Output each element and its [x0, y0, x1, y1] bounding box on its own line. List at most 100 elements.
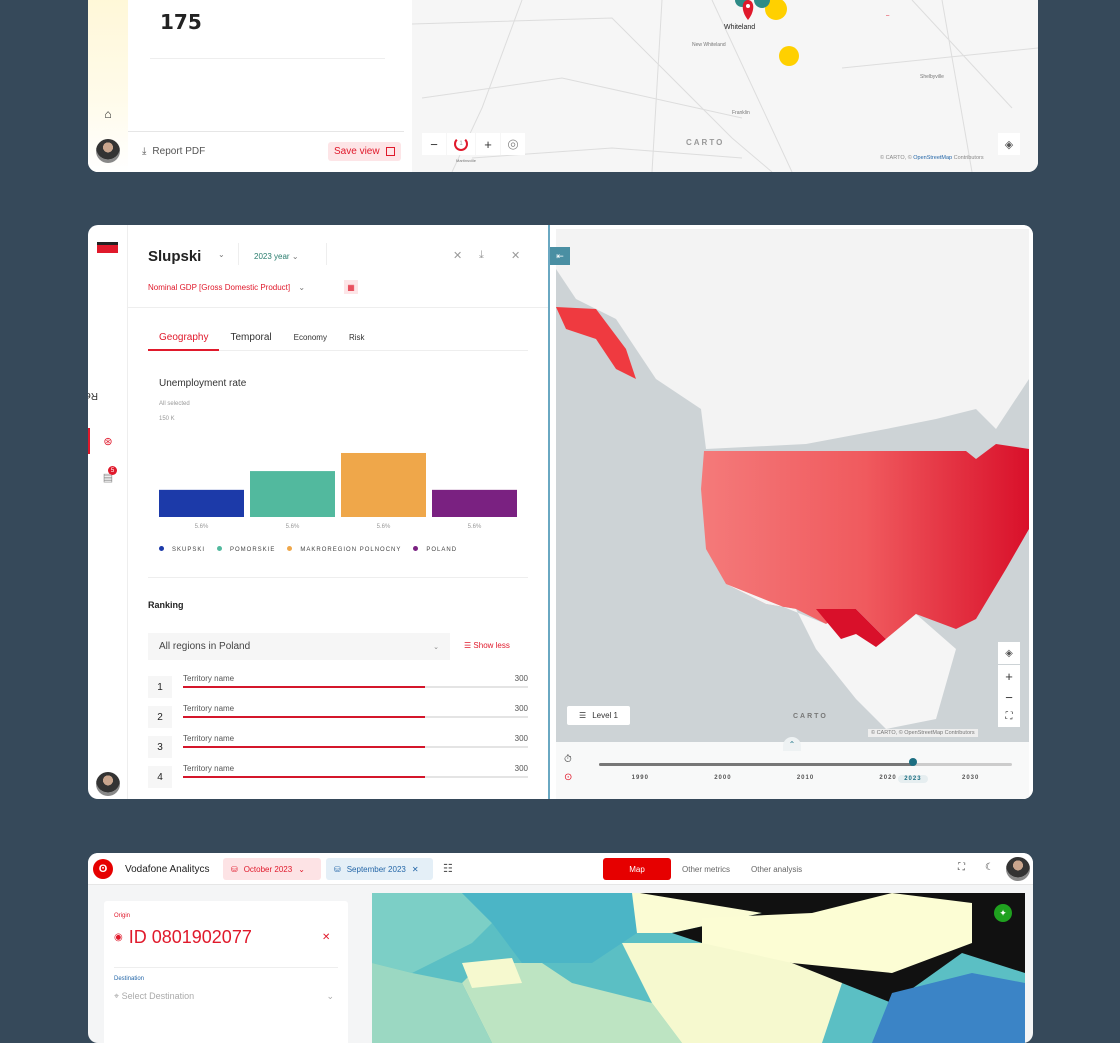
compare-chip-label: September 2023: [346, 864, 406, 874]
timeline-tick[interactable]: 1990: [631, 775, 649, 781]
tab-temporal[interactable]: Temporal: [230, 332, 272, 343]
map-view[interactable]: ⇤ ◈ + − ⛶ ☰ Level 1 CARTO © CARTO, © Open…: [548, 225, 1033, 799]
indicator-select[interactable]: Nominal GDP [Gross Domestic Product] ⌄: [148, 283, 306, 292]
collapse-panel-icon[interactable]: ⇤: [550, 247, 570, 265]
year-label: 2023 year: [254, 252, 290, 261]
avatar[interactable]: [96, 772, 120, 796]
nav-map[interactable]: Map: [603, 858, 671, 880]
bar-skupski[interactable]: [159, 489, 244, 517]
dark-mode-icon[interactable]: ☾: [985, 862, 994, 873]
sidebar: ⌂: [88, 0, 128, 172]
side-panel: Slupski ⌄ 2023 year ⌄ ✕ ⤓ ✕ Nominal GDP …: [128, 225, 548, 799]
download-icon[interactable]: ⤓: [479, 249, 484, 261]
expand-timeline-icon[interactable]: ⌃: [783, 737, 801, 751]
timeline-handle[interactable]: [908, 758, 917, 766]
bar-poland[interactable]: [432, 489, 517, 517]
legend-item: MAKROREGION POLNOCNY: [287, 546, 401, 553]
tab-geography[interactable]: Geography: [148, 327, 220, 351]
ranking-region-select[interactable]: All regions in Poland ⌄: [148, 633, 450, 660]
map-label: Martinsville: [456, 158, 477, 163]
timeline-tick[interactable]: 2010: [796, 775, 815, 781]
ranking-bar: [183, 716, 528, 718]
close-icon[interactable]: ✕: [511, 250, 521, 262]
osm-link[interactable]: OpenStreetMap: [913, 155, 953, 161]
region-dropdown-icon[interactable]: ⌄: [218, 250, 225, 259]
year-select[interactable]: 2023 year ⌄: [254, 252, 299, 261]
fullscreen-icon[interactable]: ⛶: [998, 705, 1020, 727]
fullscreen-icon[interactable]: ⛶: [958, 862, 965, 873]
timeline-tick[interactable]: 2023: [897, 775, 928, 783]
od-panel: Origin ◉ ID 0801902077 ✕ Destination ⌖ Se…: [104, 901, 348, 1043]
origin-label: Origin: [114, 913, 131, 919]
destination-select[interactable]: ⌖ Select Destination ⌄: [114, 991, 334, 1001]
save-view-button[interactable]: Save view: [328, 142, 401, 161]
chart-legend: SKUPSKI POMORSKIE MAKROREGION POLNOCNY P…: [159, 546, 457, 553]
ai-sparkle-icon[interactable]: ✦: [994, 904, 1012, 922]
zoom-in-button[interactable]: +: [998, 665, 1020, 687]
ranking-row[interactable]: 4 Territory name 300: [148, 764, 528, 790]
bar-makroregion-polnocny[interactable]: [341, 452, 426, 517]
reports-nav-icon[interactable]: ▤: [102, 471, 114, 484]
side-panel: 175 ⤓ Report PDF Save view: [128, 0, 412, 172]
divider: [128, 307, 548, 308]
bar-pomorskie[interactable]: [250, 471, 335, 517]
map-label: New Whiteland: [692, 42, 726, 48]
zoom-out-button[interactable]: −: [998, 686, 1020, 708]
level-button[interactable]: ☰ Level 1: [567, 706, 630, 725]
zoom-out-button[interactable]: −: [422, 133, 446, 155]
legend-item: POLAND: [413, 546, 457, 553]
timeline-tick[interactable]: 2020: [879, 775, 897, 781]
3d-map[interactable]: ✦: [372, 893, 1025, 1043]
carto-logo: CARTO: [793, 713, 828, 720]
layers-icon[interactable]: ◈: [998, 133, 1020, 155]
divider: [238, 243, 239, 265]
home-icon[interactable]: ⌂: [104, 107, 112, 121]
layers-icon[interactable]: ◈: [998, 642, 1020, 664]
zoom-in-button[interactable]: +: [476, 133, 500, 155]
nav-other-analysis[interactable]: Other analysis: [751, 865, 803, 874]
region-title: Slupski: [148, 248, 202, 265]
remove-compare-icon[interactable]: ✕: [411, 864, 419, 874]
attribution: © CARTO, © OpenStreetMap Contributors: [880, 155, 984, 161]
clear-icon[interactable]: ✕: [453, 250, 463, 262]
data-label: 5.6%: [286, 524, 300, 530]
vodafone-logo: ʘ: [93, 859, 113, 879]
ranking-row[interactable]: 1 Territory name 300: [148, 674, 528, 700]
map-label: Shelbyville: [920, 74, 944, 80]
tab-economy[interactable]: Economy: [293, 333, 327, 342]
avatar[interactable]: [1006, 857, 1030, 881]
ranking-bar-fill: [183, 686, 425, 688]
play-icon[interactable]: ⊙: [564, 772, 573, 783]
territory-value: 300: [514, 734, 528, 743]
timeline-fill: [599, 763, 913, 766]
table-view-icon[interactable]: ▦: [344, 280, 358, 294]
regional-explorer-card: Regional Explorer Dashboard ⊛ ▤ 5 Slupsk…: [88, 225, 1033, 799]
zoom-level-indicator: 1: [447, 133, 475, 155]
ranking-row[interactable]: 2 Territory name 300: [148, 704, 528, 730]
timeline-track[interactable]: [599, 763, 1012, 766]
tab-risk[interactable]: Risk: [348, 333, 365, 342]
timer-icon[interactable]: ⏱: [564, 754, 572, 765]
timeline-tick[interactable]: 2000: [714, 775, 732, 781]
choropleth-map[interactable]: [556, 229, 1029, 742]
map-view[interactable]: – Whiteland New Whiteland Franklin Shelb…: [412, 0, 1038, 172]
rank-number: 1: [148, 676, 172, 698]
date-select[interactable]: ⛁ October 2023 ⌄: [223, 858, 321, 880]
show-less-button[interactable]: ☰ Show less: [464, 641, 510, 650]
report-pdf-button[interactable]: ⤓ Report PDF: [142, 146, 205, 157]
territory-name: Territory name: [183, 734, 235, 743]
nav-other-metrics[interactable]: Other metrics: [682, 865, 731, 874]
legend-label: POMORSKIE: [230, 547, 276, 553]
filters-icon[interactable]: ☷: [443, 863, 453, 875]
geography-nav-icon[interactable]: ⊛: [103, 435, 113, 448]
list-icon: ☰: [579, 711, 587, 720]
locate-icon[interactable]: ◎: [501, 133, 525, 155]
ranking-row[interactable]: 3 Territory name 300: [148, 734, 528, 760]
origin-id: ID 0801902077: [128, 927, 252, 947]
compare-chip[interactable]: ⛁ September 2023 ✕: [326, 858, 433, 880]
divider: [128, 131, 404, 132]
avatar[interactable]: [96, 139, 120, 163]
clear-origin-icon[interactable]: ✕: [322, 932, 331, 943]
timeline-tick[interactable]: 2030: [962, 775, 980, 781]
list-icon: ☰: [464, 641, 472, 650]
